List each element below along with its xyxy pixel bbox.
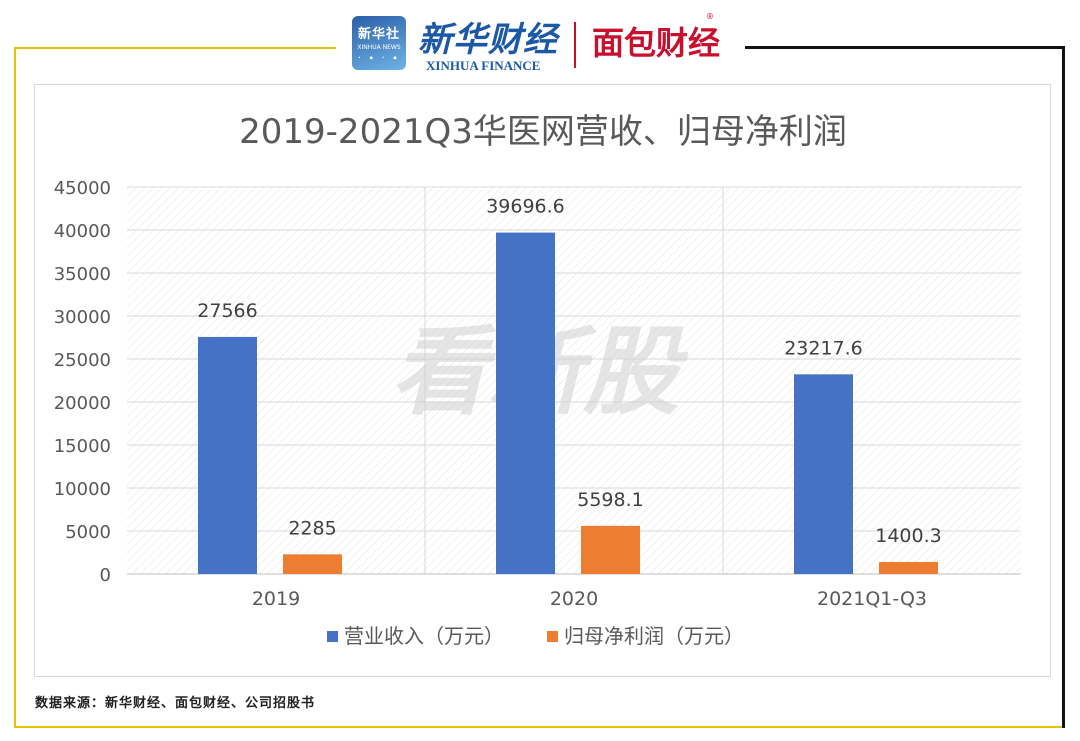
x-tick-label: 2019 [252, 588, 300, 610]
x-tick-label: 2020 [550, 588, 598, 610]
bar-profit [581, 525, 640, 574]
y-tick-label: 20000 [54, 393, 111, 414]
frame-right-black [1062, 46, 1065, 728]
data-label: 39696.6 [486, 196, 565, 218]
xinhua-logo: 新华社 XINHUA NEWS · ∙ · ∙ [352, 16, 406, 70]
legend-swatch [547, 631, 558, 642]
registered-mark: ® [706, 12, 714, 21]
x-tick-label: 2021Q1-Q3 [817, 588, 927, 610]
chart-panel: 2019-2021Q3华医网营收、归母净利润 0 5000 10000 15000 20… [34, 84, 1051, 677]
bar-revenue [496, 232, 555, 574]
frame-left-yellow [14, 47, 16, 727]
data-label: 23217.6 [784, 337, 863, 359]
bar-profit [879, 561, 938, 574]
y-tick-label: 0 [100, 565, 111, 586]
plot-area [127, 187, 1021, 574]
data-label: 1400.3 [875, 525, 941, 547]
y-tick-label: 15000 [54, 436, 111, 457]
logo-text: 新华社 [357, 27, 400, 42]
bar-revenue [794, 374, 853, 574]
legend-label: 营业收入（万元） [344, 624, 504, 648]
y-tick-label: 45000 [54, 178, 111, 199]
network-icon: · ∙ · ∙ [357, 53, 401, 64]
legend-swatch [327, 631, 338, 642]
brand2-logo: 面包财经 [592, 24, 721, 62]
y-tick-label: 25000 [54, 350, 111, 371]
bar-profit [283, 554, 342, 574]
data-label: 27566 [197, 300, 257, 322]
chart-title: 2019-2021Q3华医网营收、归母净利润 [239, 112, 847, 152]
bar-revenue [198, 336, 257, 574]
data-label: 5598.1 [577, 489, 643, 511]
brand-name-cn: 新华财经 [418, 20, 558, 60]
brand-divider [574, 22, 576, 68]
frame-bottom-yellow [14, 726, 1064, 728]
data-label: 2285 [288, 517, 336, 539]
legend-label: 归母净利润（万元） [564, 624, 744, 648]
logo-subtext: XINHUA NEWS [357, 44, 401, 51]
y-tick-label: 10000 [54, 479, 111, 500]
frame-top-yellow [14, 47, 336, 49]
y-tick-label: 5000 [65, 522, 111, 543]
frame-top-black [745, 46, 1065, 49]
y-tick-label: 40000 [54, 221, 111, 242]
y-tick-label: 30000 [54, 307, 111, 328]
y-tick-label: 35000 [54, 264, 111, 285]
data-source-note: 数据来源：新华财经、面包财经、公司招股书 [35, 696, 316, 711]
brand-name-en: XINHUA FINANCE [426, 58, 541, 73]
bar-chart: 2019-2021Q3华医网营收、归母净利润 0 5000 10000 15000 20… [54, 112, 1021, 648]
